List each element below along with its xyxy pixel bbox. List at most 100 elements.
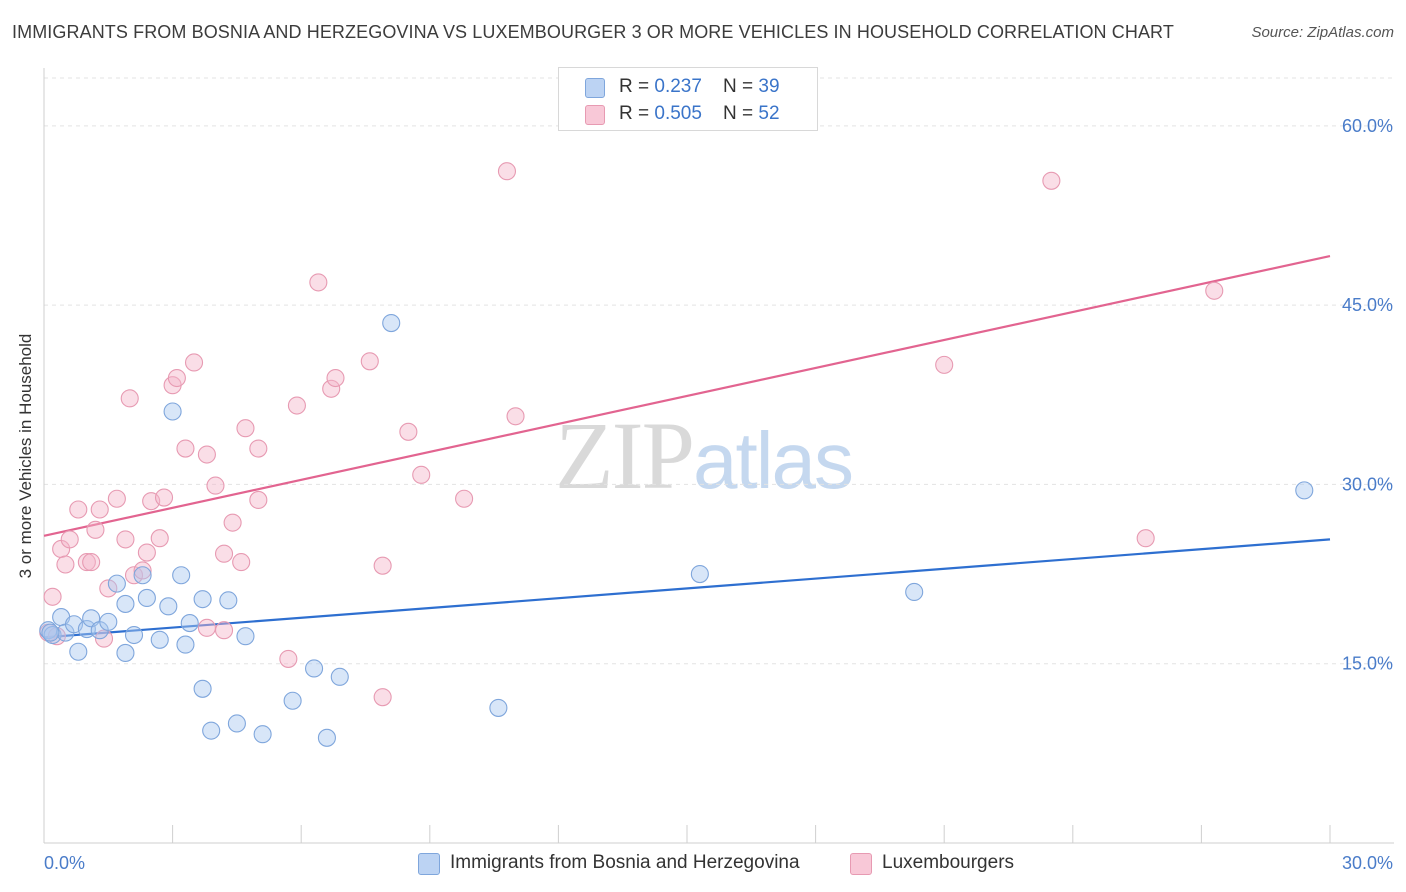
point-luxembourg [506, 407, 525, 426]
point-luxembourg [214, 544, 234, 563]
trend-lines [43, 255, 1331, 639]
point-bosnia [107, 574, 126, 593]
point-bosnia [172, 566, 191, 585]
point-luxembourg [326, 368, 345, 388]
point-bosnia [202, 721, 221, 740]
point-luxembourg [176, 439, 195, 458]
point-bosnia [193, 590, 212, 609]
point-luxembourg [236, 419, 255, 438]
point-luxembourg [133, 561, 152, 580]
point-bosnia [236, 627, 255, 646]
legend-text: R = 0.237 N = 39 [619, 76, 780, 97]
point-luxembourg [82, 553, 101, 572]
point-luxembourg [497, 162, 517, 181]
point-bosnia [489, 698, 508, 717]
point-luxembourg [184, 353, 204, 372]
point-luxembourg [249, 439, 268, 458]
point-bosnia [905, 582, 924, 602]
point-luxembourg [214, 621, 234, 640]
point-bosnia [116, 594, 135, 613]
point-bosnia [305, 659, 324, 678]
bottom-legend-swatch-pink [850, 853, 872, 875]
watermark-atlas: atlas [693, 416, 854, 505]
point-luxembourg [90, 500, 109, 519]
point-bosnia [382, 313, 401, 333]
point-luxembourg [56, 555, 75, 574]
tick-labels: 15.0% 30.0% 45.0% 60.0% 0.0% 30.0% [44, 116, 1393, 873]
point-bosnia [1295, 481, 1314, 500]
point-bosnia [176, 635, 195, 654]
bottom-legend-label: Immigrants from Bosnia and Herzegovina [450, 852, 800, 873]
point-bosnia [150, 630, 169, 649]
point-bosnia [133, 566, 152, 585]
legend-swatch-pink [585, 105, 605, 125]
point-luxembourg [197, 618, 216, 637]
point-bosnia [253, 725, 272, 744]
point-luxembourg [455, 489, 474, 508]
point-bosnia [283, 691, 302, 710]
point-luxembourg [279, 649, 298, 668]
point-bosnia [227, 714, 246, 733]
point-luxembourg [373, 688, 392, 707]
point-luxembourg [206, 476, 225, 495]
y-tick-label: 15.0% [1342, 654, 1393, 674]
trend-line-luxembourg [43, 255, 1331, 537]
x-tick-label-min: 0.0% [44, 853, 85, 873]
point-bosnia [163, 402, 182, 421]
point-bosnia [193, 679, 212, 698]
point-luxembourg [60, 530, 79, 549]
point-bosnia [69, 642, 88, 661]
point-luxembourg [249, 490, 268, 509]
point-luxembourg [322, 379, 341, 398]
axes [43, 68, 1394, 844]
point-luxembourg [412, 465, 431, 484]
point-luxembourg [137, 543, 156, 562]
point-luxembourg [223, 513, 242, 532]
point-luxembourg [107, 489, 126, 508]
point-bosnia [219, 591, 238, 610]
x-tick-label-max: 30.0% [1342, 853, 1393, 873]
point-luxembourg [154, 488, 174, 507]
data-points [39, 162, 1314, 747]
point-bosnia [317, 728, 336, 747]
y-tick-label: 45.0% [1342, 295, 1393, 315]
point-luxembourg [360, 352, 379, 371]
point-bosnia [99, 612, 118, 631]
point-luxembourg [116, 530, 135, 549]
point-luxembourg [399, 422, 418, 441]
point-luxembourg [43, 587, 62, 606]
point-bosnia [690, 565, 709, 584]
y-tick-label: 60.0% [1342, 116, 1393, 136]
point-bosnia [116, 643, 135, 662]
point-luxembourg [373, 556, 392, 575]
legend-text: R = 0.505 N = 52 [619, 103, 780, 124]
y-tick-label: 30.0% [1342, 474, 1393, 494]
point-bosnia [77, 619, 96, 639]
point-luxembourg [935, 355, 954, 374]
y-axis-label: 3 or more Vehicles in Household [16, 333, 35, 579]
gridlines [44, 77, 1394, 665]
chart-title: IMMIGRANTS FROM BOSNIA AND HERZEGOVINA V… [12, 22, 1174, 42]
point-luxembourg [1136, 529, 1155, 548]
point-luxembourg [86, 520, 105, 539]
point-luxembourg [1205, 281, 1224, 300]
point-bosnia [137, 588, 156, 608]
point-luxembourg [77, 553, 96, 572]
point-luxembourg [94, 629, 114, 648]
point-bosnia [330, 667, 349, 686]
point-luxembourg [197, 445, 216, 464]
point-luxembourg [167, 368, 186, 388]
trend-line-bosnia [43, 538, 1331, 639]
point-luxembourg [232, 553, 251, 572]
point-bosnia [180, 614, 199, 633]
point-bosnia [159, 597, 178, 616]
point-bosnia [124, 625, 144, 645]
point-luxembourg [287, 396, 306, 415]
point-luxembourg [1042, 171, 1061, 190]
point-luxembourg [120, 389, 139, 408]
point-bosnia [41, 623, 60, 642]
point-luxembourg [99, 579, 118, 598]
source-credit: Source: ZipAtlas.com [1251, 24, 1394, 41]
correlation-legend: R = 0.237 N = 39 R = 0.505 N = 52 [558, 67, 818, 131]
